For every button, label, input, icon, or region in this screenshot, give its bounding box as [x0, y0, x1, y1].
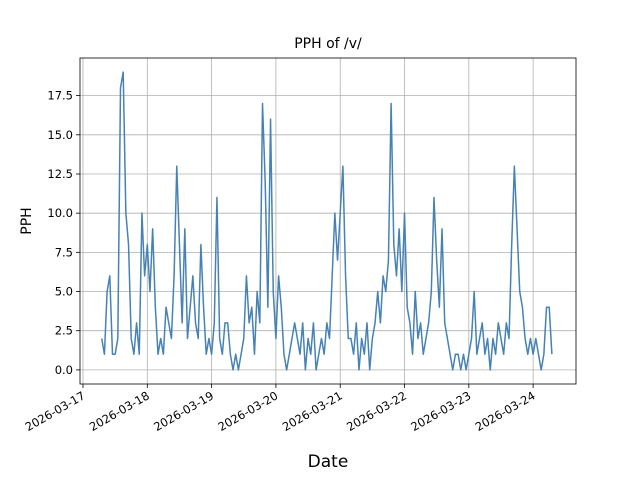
y-tick-label: 5.0	[55, 285, 73, 299]
y-tick-label: 15.0	[47, 128, 73, 142]
data-line	[101, 71, 553, 371]
x-tick-label: 2026-03-22	[344, 388, 409, 434]
x-tick-label: 2026-03-17	[23, 388, 88, 434]
y-axis-label: PPH	[19, 207, 35, 234]
x-tick-label: 2026-03-19	[151, 388, 216, 434]
y-tick-label: 17.5	[47, 89, 73, 103]
plot-frame	[79, 57, 577, 385]
x-tick-label: 2026-03-18	[87, 388, 152, 434]
y-tick-label: 7.5	[55, 245, 73, 259]
x-axis-label: Date	[308, 452, 349, 472]
chart-title: PPH of /v/	[294, 36, 362, 52]
y-tick-label: 2.5	[55, 324, 73, 338]
y-tick-label: 0.0	[55, 363, 73, 377]
x-tick-label: 2026-03-20	[216, 388, 281, 434]
y-tick-label: 12.5	[47, 167, 73, 181]
x-tick-label: 2026-03-24	[473, 388, 538, 434]
x-tick-label: 2026-03-21	[280, 388, 345, 434]
x-tick-label: 2026-03-23	[408, 388, 473, 434]
y-tick-label: 10.0	[47, 206, 73, 220]
